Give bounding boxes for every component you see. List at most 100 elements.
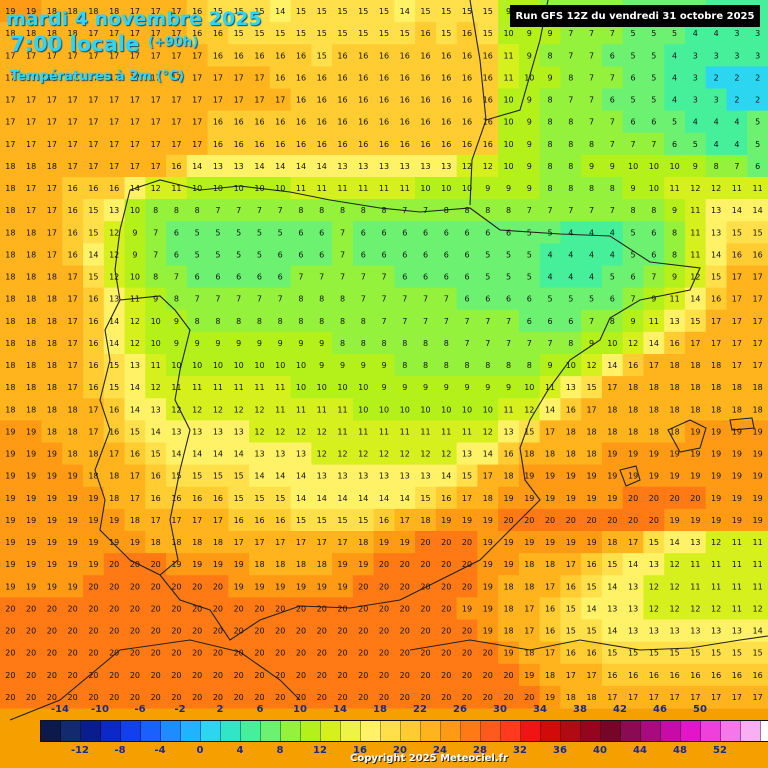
grid-cell xyxy=(394,442,416,466)
grid-value: 7 xyxy=(444,295,449,304)
grid-cell xyxy=(124,420,146,444)
grid-value: 18 xyxy=(68,450,78,459)
grid-cell xyxy=(705,88,728,112)
grid-cell xyxy=(560,309,582,333)
grid-value: 6 xyxy=(278,250,283,259)
grid-value: 20 xyxy=(317,604,327,613)
grid-value: 20 xyxy=(234,671,244,680)
grid-cell xyxy=(0,199,22,222)
grid-value: 16 xyxy=(275,51,285,60)
legend-swatch xyxy=(101,721,121,741)
grid-value: 16 xyxy=(213,51,223,60)
grid-value: 14 xyxy=(275,162,285,171)
grid-value: 9 xyxy=(548,361,553,370)
grid-cell xyxy=(622,309,645,333)
grid-value: 17 xyxy=(400,516,410,525)
grid-cell xyxy=(705,553,728,576)
grid-value: 10 xyxy=(254,184,264,193)
grid-value: 12 xyxy=(669,582,679,591)
grid-cell xyxy=(581,221,603,244)
grid-cell xyxy=(601,154,624,178)
grid-value: 5 xyxy=(651,51,656,60)
grid-cell xyxy=(518,354,541,377)
grid-value: 16 xyxy=(753,250,763,259)
grid-value: 10 xyxy=(462,405,472,414)
grid-value: 20 xyxy=(47,671,57,680)
grid-cell xyxy=(747,486,768,510)
grid-value: 17 xyxy=(109,140,119,149)
grid-value: 17 xyxy=(732,295,742,304)
grid-cell xyxy=(373,398,395,421)
grid-cell xyxy=(726,199,748,222)
grid-cell xyxy=(124,531,146,554)
grid-cell xyxy=(581,22,603,45)
grid-cell xyxy=(435,110,458,134)
grid-cell xyxy=(581,132,603,156)
grid-value: 16 xyxy=(88,339,98,348)
grid-value: 12 xyxy=(296,427,306,436)
grid-value: 15 xyxy=(192,472,202,481)
grid-value: 12 xyxy=(649,604,659,613)
grid-cell xyxy=(664,442,686,466)
grid-value: 15 xyxy=(296,7,306,16)
grid-cell xyxy=(352,442,375,466)
grid-cell xyxy=(394,398,416,421)
grid-value: 10 xyxy=(192,361,202,370)
grid-cell xyxy=(477,442,499,466)
grid-cell xyxy=(352,398,375,421)
grid-value: 20 xyxy=(483,671,493,680)
grid-cell xyxy=(228,464,250,488)
grid-value: 13 xyxy=(337,162,347,171)
grid-value: 8 xyxy=(444,361,449,370)
grid-cell xyxy=(249,508,271,532)
grid-cell xyxy=(0,44,22,67)
grid-cell xyxy=(539,508,562,532)
grid-cell xyxy=(0,553,22,576)
grid-value: 9 xyxy=(361,361,366,370)
grid-value: 19 xyxy=(337,582,347,591)
grid-value: 19 xyxy=(5,560,15,569)
grid-value: 11 xyxy=(690,206,700,215)
grid-value: 17 xyxy=(130,96,140,105)
grid-value: 6 xyxy=(381,228,386,237)
grid-value: 8 xyxy=(485,361,490,370)
grid-value: 7 xyxy=(589,206,594,215)
grid-cell xyxy=(477,44,499,67)
grid-value: 17 xyxy=(732,361,742,370)
grid-cell xyxy=(601,553,624,576)
grid-value: 9 xyxy=(527,140,532,149)
grid-value: 17 xyxy=(192,140,202,149)
grid-value: 20 xyxy=(130,604,140,613)
grid-value: 6 xyxy=(548,317,553,326)
grid-value: 8 xyxy=(548,140,553,149)
grid-cell xyxy=(290,221,312,244)
grid-cell xyxy=(207,508,229,532)
grid-value: 19 xyxy=(68,472,78,481)
grid-value: 16 xyxy=(254,118,264,127)
grid-cell xyxy=(684,287,707,311)
grid-value: 20 xyxy=(317,649,327,658)
grid-cell xyxy=(145,199,167,222)
grid-value: 7 xyxy=(340,250,345,259)
legend-label-bottom: 32 xyxy=(513,745,527,756)
grid-value: 18 xyxy=(628,383,638,392)
grid-value: 16 xyxy=(88,184,98,193)
grid-value: 16 xyxy=(753,671,763,680)
grid-cell xyxy=(705,376,728,399)
grid-cell xyxy=(145,309,167,333)
grid-value: 18 xyxy=(88,450,98,459)
grid-value: 6 xyxy=(464,250,469,259)
grid-cell xyxy=(643,331,665,355)
grid-cell xyxy=(311,398,333,421)
grid-value: 8 xyxy=(464,361,469,370)
grid-cell xyxy=(622,442,645,466)
grid-value: 15 xyxy=(524,427,534,436)
legend-swatch xyxy=(421,721,441,741)
grid-cell xyxy=(207,309,229,333)
grid-cell xyxy=(456,376,479,399)
grid-cell xyxy=(726,309,748,333)
grid-cell xyxy=(394,154,416,178)
grid-value: 9 xyxy=(506,383,511,392)
grid-value: 18 xyxy=(5,273,15,282)
grid-value: 13 xyxy=(690,627,700,636)
